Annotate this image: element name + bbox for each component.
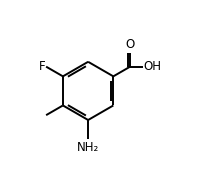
Text: NH₂: NH₂ — [77, 141, 99, 154]
Text: O: O — [126, 38, 135, 51]
Text: F: F — [38, 60, 45, 73]
Text: OH: OH — [143, 60, 161, 73]
